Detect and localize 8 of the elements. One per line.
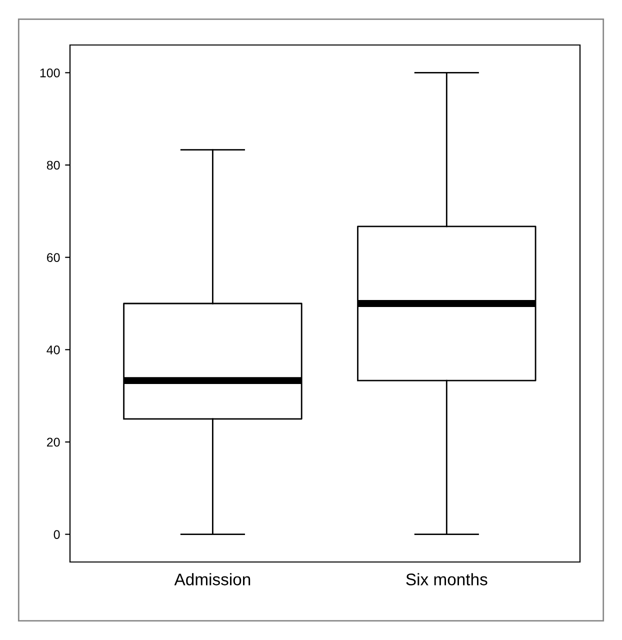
y-tick-label: 60 [47,253,60,262]
y-tick-label: 80 [46,160,60,170]
y-tick-label: 40 [46,345,60,354]
y-tick-label: 20 [47,438,60,447]
x-tick-label: Admission [174,573,250,586]
y-tick-label: 100 [40,68,60,78]
x-tick-label: Six months [406,573,488,586]
y-tick-label: 0 [54,530,60,539]
